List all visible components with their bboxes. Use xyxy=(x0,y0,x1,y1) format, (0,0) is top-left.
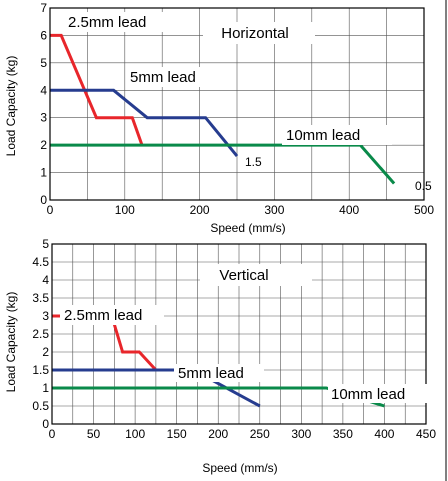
svg-text:10mm lead: 10mm lead xyxy=(331,386,405,403)
horizontal-y-tick-label: 5 xyxy=(40,56,47,70)
vertical-y-tick-label: 3 xyxy=(42,309,49,323)
horizontal-x-axis-title: Speed (mm/s) xyxy=(210,221,285,235)
horizontal-x-tick-label: 400 xyxy=(339,203,359,217)
vertical-y-tick-label: 2.5 xyxy=(32,327,49,341)
horizontal-series xyxy=(50,33,396,185)
vertical-panel: 0 50 100 150 200 250 300 350 400 450 00.511.522.5… xyxy=(4,237,436,475)
svg-text:5mm lead: 5mm lead xyxy=(130,69,196,86)
horizontal-10mm-end-value: 0.5 xyxy=(415,179,432,193)
horizontal-label-10mm-lead: 10mm lead xyxy=(282,125,392,145)
svg-text:2.5mm lead: 2.5mm lead xyxy=(68,14,146,31)
vertical-y-ticks: 0 0.5 1 1.5 2 2.5 3 3.5 4 4.5 5 xyxy=(32,237,49,431)
vertical-x-ticks: 0 50 100 150 200 250 300 350 400 450 xyxy=(49,427,437,441)
vertical-x-tick-label: 450 xyxy=(416,427,436,441)
vertical-x-tick-label: 0 xyxy=(49,427,56,441)
vertical-y-tick-label: 1.5 xyxy=(32,363,49,377)
vertical-y-tick-label: 4.5 xyxy=(32,255,49,269)
vertical-title-box xyxy=(200,264,312,286)
horizontal-label-2-5mm-lead: 2.5mm lead xyxy=(64,12,164,32)
vertical-x-axis-title: Speed (mm/s) xyxy=(202,461,277,475)
vertical-y-tick-label: 0 xyxy=(42,417,49,431)
horizontal-panel: 0 100 200 300 400 500 0 1 2 3 4 5 6 7 Speed (mm/s) L… xyxy=(4,1,434,235)
horizontal-series-line-5mm-lead xyxy=(50,88,239,158)
svg-text:5mm lead: 5mm lead xyxy=(178,365,244,382)
vertical-x-tick-label: 250 xyxy=(250,427,270,441)
vertical-label-2-5mm-lead: 2.5mm lead xyxy=(60,305,164,325)
vertical-y-tick-label: 2 xyxy=(42,345,49,359)
horizontal-y-tick-label: 7 xyxy=(40,1,47,15)
horizontal-y-tick-label: 6 xyxy=(40,28,47,42)
vertical-plot-frame xyxy=(51,243,427,425)
horizontal-series-line-2-5mm-lead xyxy=(50,33,144,146)
vertical-y-axis-title: Load Capacity (kg) xyxy=(4,292,18,393)
horizontal-5mm-end-value: 1.5 xyxy=(245,155,262,169)
horizontal-x-tick-label: 0 xyxy=(47,203,54,217)
horizontal-plot-frame xyxy=(49,7,425,201)
svg-text:2.5mm lead: 2.5mm lead xyxy=(64,307,142,324)
horizontal-x-tick-label: 500 xyxy=(414,203,434,217)
horizontal-y-tick-label: 2 xyxy=(40,138,47,152)
horizontal-x-tick-label: 300 xyxy=(264,203,284,217)
horizontal-title: Horizontal xyxy=(221,25,289,42)
vertical-title: Vertical xyxy=(219,267,268,284)
vertical-x-tick-label: 100 xyxy=(125,427,145,441)
horizontal-x-ticks: 0 100 200 300 400 500 xyxy=(47,203,435,217)
vertical-label-10mm-lead: 10mm lead xyxy=(328,384,428,403)
horizontal-y-tick-label: 3 xyxy=(40,111,47,125)
vertical-x-tick-label: 350 xyxy=(333,427,353,441)
horizontal-series-line-10mm-lead xyxy=(50,143,396,185)
vertical-x-tick-label: 50 xyxy=(87,427,101,441)
vertical-x-tick-label: 300 xyxy=(291,427,311,441)
horizontal-y-tick-label: 1 xyxy=(40,166,47,180)
horizontal-title-box xyxy=(203,22,315,44)
vertical-y-tick-label: 1 xyxy=(42,381,49,395)
vertical-x-tick-label: 400 xyxy=(374,427,394,441)
vertical-y-tick-label: 5 xyxy=(42,237,49,251)
horizontal-y-tick-label: 0 xyxy=(40,193,47,207)
vertical-y-tick-label: 4 xyxy=(42,273,49,287)
vertical-y-tick-label: 0.5 xyxy=(32,399,49,413)
vertical-label-5mm-lead: 5mm lead xyxy=(174,364,264,382)
vertical-y-tick-label: 3.5 xyxy=(32,291,49,305)
horizontal-label-5mm-lead: 5mm lead xyxy=(126,67,224,87)
vertical-x-tick-label: 200 xyxy=(208,427,228,441)
horizontal-y-ticks: 0 1 2 3 4 5 6 7 xyxy=(40,1,47,207)
horizontal-y-axis-title: Load Capacity (kg) xyxy=(4,56,18,157)
horizontal-x-tick-label: 100 xyxy=(115,203,135,217)
horizontal-y-tick-label: 4 xyxy=(40,83,47,97)
svg-text:10mm lead: 10mm lead xyxy=(286,127,360,144)
vertical-x-tick-label: 150 xyxy=(167,427,187,441)
horizontal-x-tick-label: 200 xyxy=(190,203,210,217)
